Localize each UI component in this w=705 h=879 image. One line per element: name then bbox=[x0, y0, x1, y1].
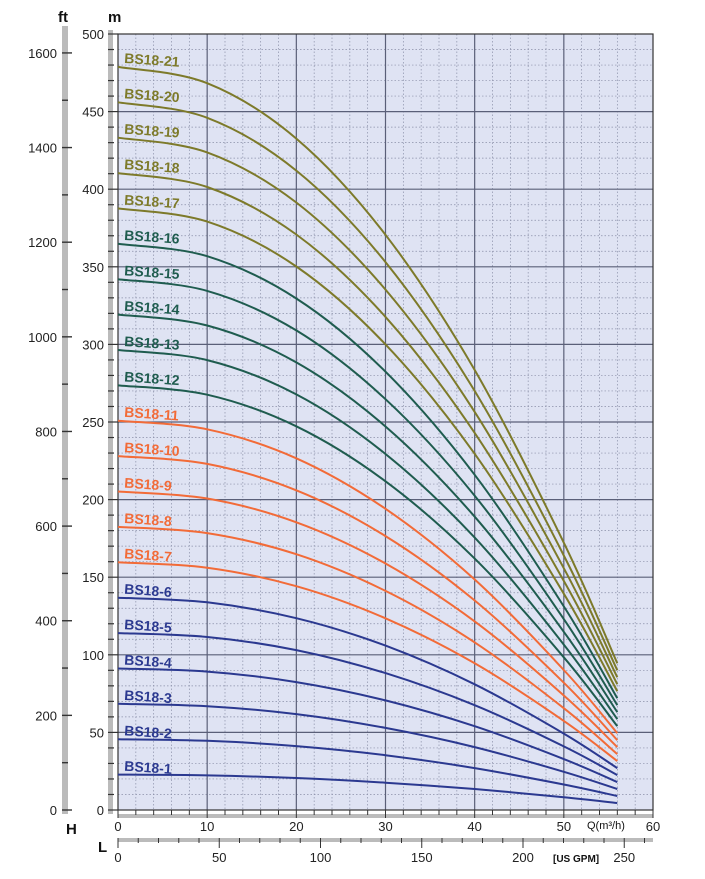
curve-bs18-5 bbox=[117, 632, 618, 776]
curve-bs18-15 bbox=[117, 278, 619, 706]
curve-bs18-21 bbox=[117, 65, 619, 664]
m-tick-label: 450 bbox=[82, 105, 104, 120]
q-tick-label: 60 bbox=[646, 819, 660, 834]
m-tick-label: 400 bbox=[82, 182, 104, 197]
m-tick-label: 250 bbox=[82, 415, 104, 430]
curve-bs18-14 bbox=[117, 313, 619, 713]
q-tick-label: 20 bbox=[289, 819, 303, 834]
curve-label-bs18-7: BS18-7 bbox=[124, 545, 173, 564]
curve-label-bs18-13: BS18-13 bbox=[124, 333, 180, 353]
m-tick-label: 100 bbox=[82, 648, 104, 663]
curve-label-bs18-6: BS18-6 bbox=[124, 581, 173, 600]
gpm-tick-label: 100 bbox=[310, 850, 332, 865]
curve-bs18-2 bbox=[117, 738, 618, 797]
ft-tick-label: 1600 bbox=[28, 46, 57, 61]
curve-label-bs18-8: BS18-8 bbox=[124, 510, 173, 529]
m-tick-label: 50 bbox=[90, 725, 104, 740]
curve-bs18-9 bbox=[117, 490, 618, 748]
curve-bs18-11 bbox=[117, 419, 619, 734]
curve-labels: BS18-1 BS18-2 BS18-3 BS18-4 BS18-5 BS18-6 BS18… bbox=[124, 50, 180, 777]
curve-label-bs18-21: BS18-21 bbox=[124, 50, 180, 70]
m-tick-label: 300 bbox=[82, 337, 104, 352]
ft-tick-label: 1000 bbox=[28, 330, 57, 345]
gpm-tick-label: 0 bbox=[114, 850, 121, 865]
ft-tick-label: 1200 bbox=[28, 235, 57, 250]
gpm-tick-label: 250 bbox=[613, 850, 635, 865]
curve-bs18-10 bbox=[117, 455, 619, 741]
m-tick-label: 500 bbox=[82, 27, 104, 42]
curve-bs18-1 bbox=[117, 773, 618, 804]
q-tick-label: 10 bbox=[200, 819, 214, 834]
curve-bs18-7 bbox=[117, 561, 618, 762]
q-tick-label: 40 bbox=[467, 819, 481, 834]
curve-label-bs18-12: BS18-12 bbox=[124, 368, 180, 388]
curve-bs18-16 bbox=[117, 242, 619, 699]
ft-tick-label: 0 bbox=[50, 803, 57, 818]
curve-label-bs18-18: BS18-18 bbox=[124, 156, 180, 176]
major-grid bbox=[118, 34, 653, 810]
ft-axis-label: ft bbox=[58, 9, 68, 26]
ft-axis-bar bbox=[62, 26, 68, 814]
curve-label-bs18-16: BS18-16 bbox=[124, 227, 180, 247]
curve-bs18-20 bbox=[117, 101, 619, 671]
curve-label-bs18-2: BS18-2 bbox=[124, 722, 173, 741]
gpm-tick-label: 200 bbox=[512, 850, 534, 865]
curve-label-bs18-4: BS18-4 bbox=[124, 651, 173, 670]
curve-bs18-18 bbox=[117, 172, 619, 685]
gpm-tick-label: 150 bbox=[411, 850, 433, 865]
curve-label-bs18-1: BS18-1 bbox=[124, 758, 173, 777]
l-letter: L bbox=[98, 839, 107, 856]
q-tick-label: 0 bbox=[114, 819, 121, 834]
q-tick-label: 50 bbox=[557, 819, 571, 834]
curve-label-bs18-14: BS18-14 bbox=[124, 298, 180, 318]
ft-axis-ticks: 0 200 400 600 800 1000 1200 1400 1600 bbox=[28, 46, 72, 818]
ft-tick-label: 800 bbox=[35, 424, 57, 439]
curve-label-bs18-10: BS18-10 bbox=[124, 439, 180, 459]
ft-tick-label: 200 bbox=[35, 708, 57, 723]
curves bbox=[117, 65, 619, 804]
curve-bs18-4 bbox=[117, 667, 618, 784]
q-axis-label: Q(m³/h) bbox=[587, 820, 625, 832]
ft-tick-label: 1400 bbox=[28, 141, 57, 156]
curve-label-bs18-15: BS18-15 bbox=[124, 262, 180, 282]
curve-label-bs18-9: BS18-9 bbox=[124, 475, 173, 494]
gpm-tick-label: 50 bbox=[212, 850, 226, 865]
m-axis-label: m bbox=[108, 9, 121, 26]
gpm-axis-ticks: 0 50 100 150 200 250 bbox=[114, 838, 645, 865]
q-tick-label: 30 bbox=[378, 819, 392, 834]
curve-label-bs18-19: BS18-19 bbox=[124, 121, 180, 141]
curve-bs18-19 bbox=[117, 136, 619, 678]
m-tick-label: 200 bbox=[82, 493, 104, 508]
ft-tick-label: 400 bbox=[35, 614, 57, 629]
m-tick-label: 150 bbox=[82, 570, 104, 585]
q-axis-ticks: 0 10 20 30 40 50 60 bbox=[114, 810, 660, 834]
gpm-axis-bar bbox=[118, 838, 653, 842]
curve-bs18-12 bbox=[117, 384, 619, 727]
curve-label-bs18-3: BS18-3 bbox=[124, 687, 173, 706]
curve-bs18-8 bbox=[117, 525, 618, 755]
curve-bs18-17 bbox=[117, 207, 619, 692]
curve-bs18-13 bbox=[117, 349, 619, 720]
m-tick-label: 0 bbox=[97, 803, 104, 818]
ft-tick-label: 600 bbox=[35, 519, 57, 534]
curve-label-bs18-11: BS18-11 bbox=[124, 404, 180, 424]
curve-bs18-6 bbox=[117, 596, 618, 769]
gpm-axis-label: [US GPM] bbox=[553, 854, 599, 865]
curve-label-bs18-5: BS18-5 bbox=[124, 616, 173, 635]
h-letter: H bbox=[66, 821, 77, 838]
m-tick-label: 350 bbox=[82, 260, 104, 275]
curve-label-bs18-20: BS18-20 bbox=[124, 85, 180, 105]
curve-bs18-3 bbox=[117, 702, 618, 790]
curve-label-bs18-17: BS18-17 bbox=[124, 191, 180, 211]
m-axis-ticks: 0 50 100 150 200 250 300 350 400 450 500 bbox=[82, 27, 118, 818]
